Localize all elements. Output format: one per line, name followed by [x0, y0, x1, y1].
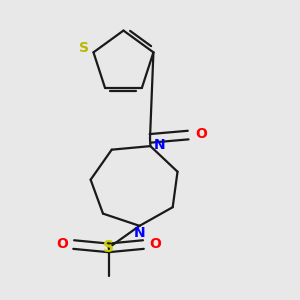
Text: S: S: [103, 240, 114, 255]
Text: O: O: [195, 127, 207, 141]
Text: O: O: [56, 237, 68, 251]
Text: O: O: [149, 237, 161, 251]
Text: N: N: [134, 226, 145, 240]
Text: N: N: [154, 138, 166, 152]
Text: S: S: [79, 41, 89, 56]
